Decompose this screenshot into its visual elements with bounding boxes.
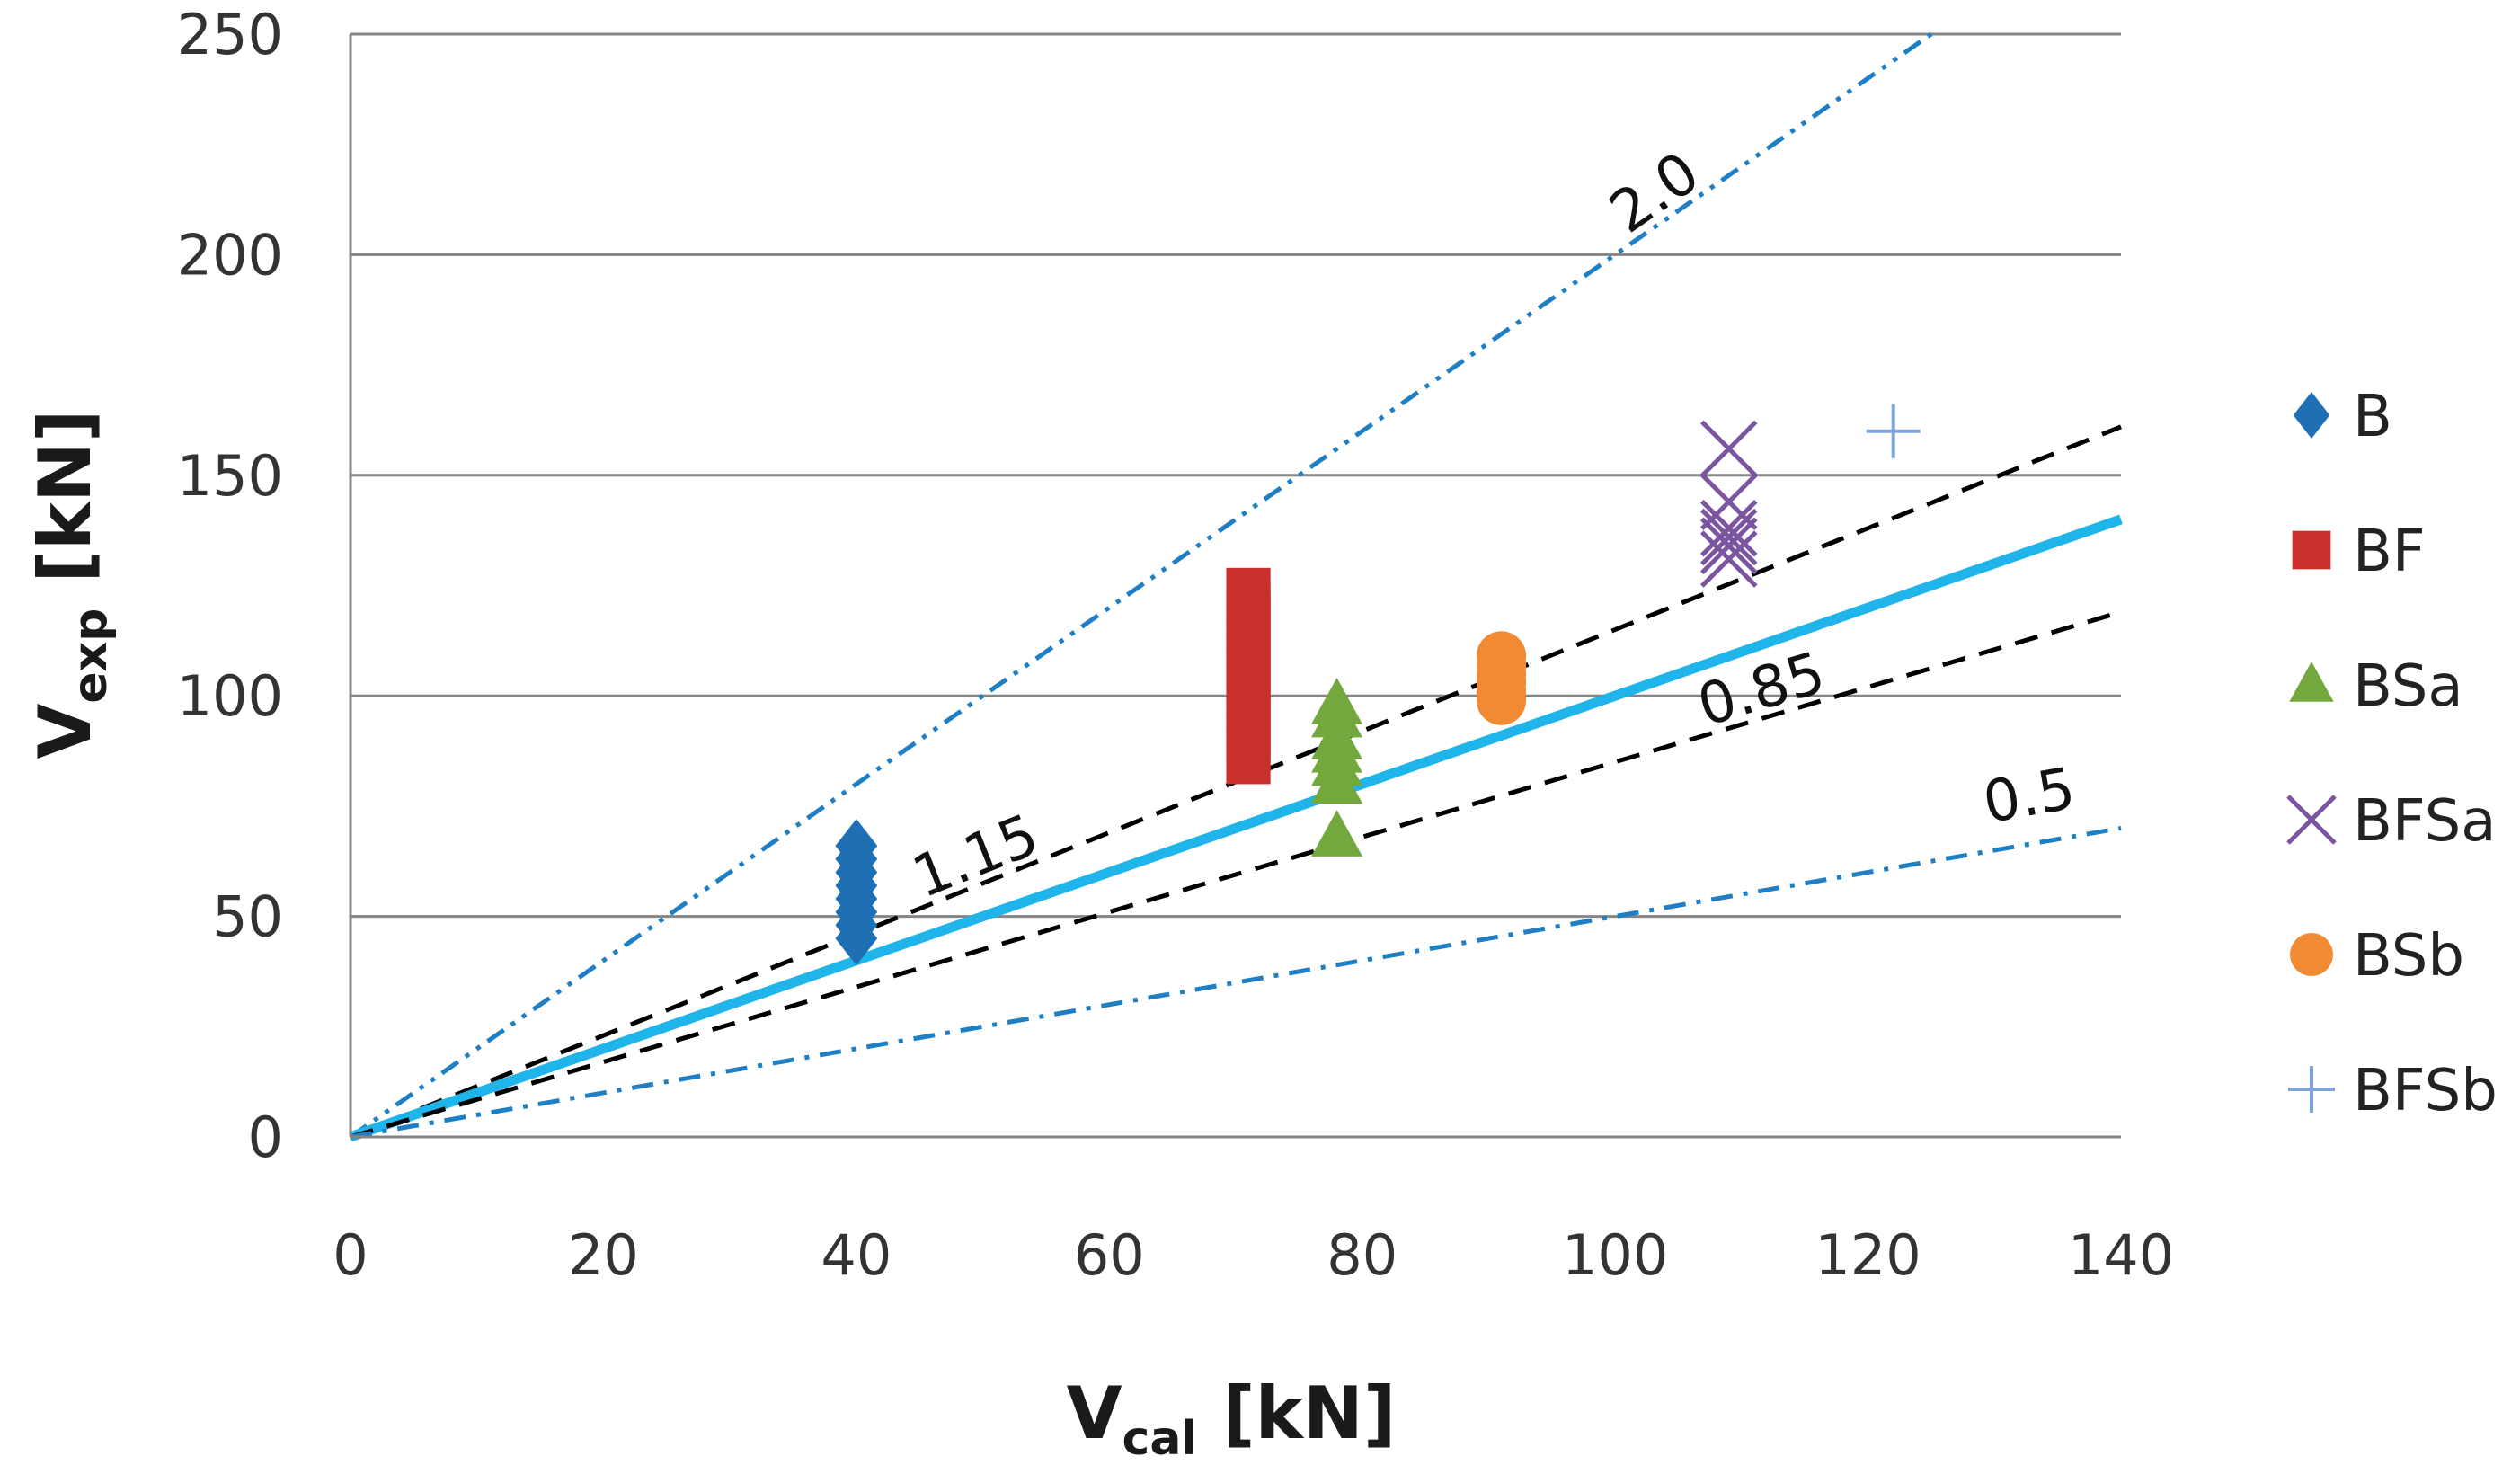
data-point-BFSa-3 [1700,499,1758,557]
grid [350,32,2121,919]
reference-line-2.0 [349,31,1933,1140]
legend-item-BFSb: BFSb [2288,1058,2498,1124]
legend-label-B: B [2353,384,2392,450]
reference-line-1.0 [349,514,2123,1142]
x-tick-label-0: 0 [333,1222,368,1288]
legend-swatch-BSb [2290,933,2333,976]
data-markers [835,404,1921,966]
legend-swatch-BFSb [2288,1066,2335,1113]
reference-line-0.5 [350,825,2122,1140]
legend-item-BF: BF [2292,519,2426,585]
y-tick-label-200: 200 [177,222,283,288]
x-tick-label-20: 20 [568,1222,639,1288]
reference-line-0.85 [350,609,2122,1140]
data-point-BSa-0 [1311,810,1363,857]
x-tick-label-60: 60 [1074,1222,1145,1288]
ratio-label-0.85: 0.85 [1690,640,1832,740]
tick-labels: 0 50 100 150 200 250 0 20 40 60 80 100 120 140 [177,2,2175,1288]
legend-label-BF: BF [2353,519,2426,585]
data-point-BFSb-0 [1866,404,1921,458]
legend-item-BSb: BSb [2290,923,2464,990]
y-tick-label-150: 150 [177,443,283,509]
ratio-label-2.0: 2.0 [1599,139,1712,246]
legend-label-BSb: BSb [2353,923,2464,990]
y-tick-label-100: 100 [177,663,283,729]
series-BF [1226,567,1271,785]
data-point-BFSa-1-stroke-b [1700,517,1758,575]
data-point-BSa-6 [1311,678,1363,724]
ratio-label-0.5: 0.5 [1978,756,2080,837]
data-point-BFSa-4-stroke-b [1700,473,1758,531]
axes [349,34,2121,1139]
data-point-B-7 [835,819,878,874]
data-point-BFSa-4 [1700,473,1758,531]
data-point-BFSa-0 [1700,530,1758,588]
legend-swatch-BFSa [2286,795,2337,845]
legend-swatch-BF [2292,530,2331,570]
data-point-BFSa-0-stroke-b [1700,530,1758,588]
series-BFSb [1866,404,1921,458]
data-point-BFSa-5-stroke-b [1700,420,1758,478]
series-B [835,819,878,966]
legend-label-BSa: BSa [2353,653,2463,720]
data-point-BF-13 [1226,567,1271,613]
y-tick-label-250: 250 [177,2,283,67]
x-axis-title: Vcal [kN] [1067,1372,1397,1466]
ratio-label-1.15: 1.15 [904,802,1048,911]
legend-item-B: B [2293,384,2392,450]
legend: B BF BSa BFSa BSb BFSb [2286,384,2498,1124]
legend-label-BFSa: BFSa [2353,788,2496,855]
y-tick-label-0: 0 [248,1105,283,1170]
data-point-BSb-5 [1476,631,1527,681]
y-axis-title: Vexp [kN] [23,409,118,759]
legend-item-BSa: BSa [2289,653,2463,720]
legend-swatch-BSa [2289,662,2334,702]
series-BFSa [1700,420,1758,588]
data-point-BFSa-1 [1700,517,1758,575]
series-BSa [1311,678,1363,857]
y-tick-label-50: 50 [212,884,283,950]
data-point-BFSa-3-stroke-b [1700,499,1758,557]
x-tick-label-40: 40 [821,1222,892,1288]
x-tick-label-100: 100 [1562,1222,1668,1288]
legend-item-BFSa: BFSa [2286,788,2496,855]
x-tick-label-80: 80 [1327,1222,1398,1288]
legend-label-BFSb: BFSb [2353,1058,2498,1124]
x-tick-label-120: 120 [1815,1222,1921,1288]
x-tick-label-140: 140 [2068,1222,2174,1288]
data-point-BFSa-5 [1700,420,1758,478]
series-BSb [1476,631,1527,725]
legend-swatch-B [2293,392,2330,439]
legend-swatch-BFSa-stroke-b [2286,795,2337,845]
